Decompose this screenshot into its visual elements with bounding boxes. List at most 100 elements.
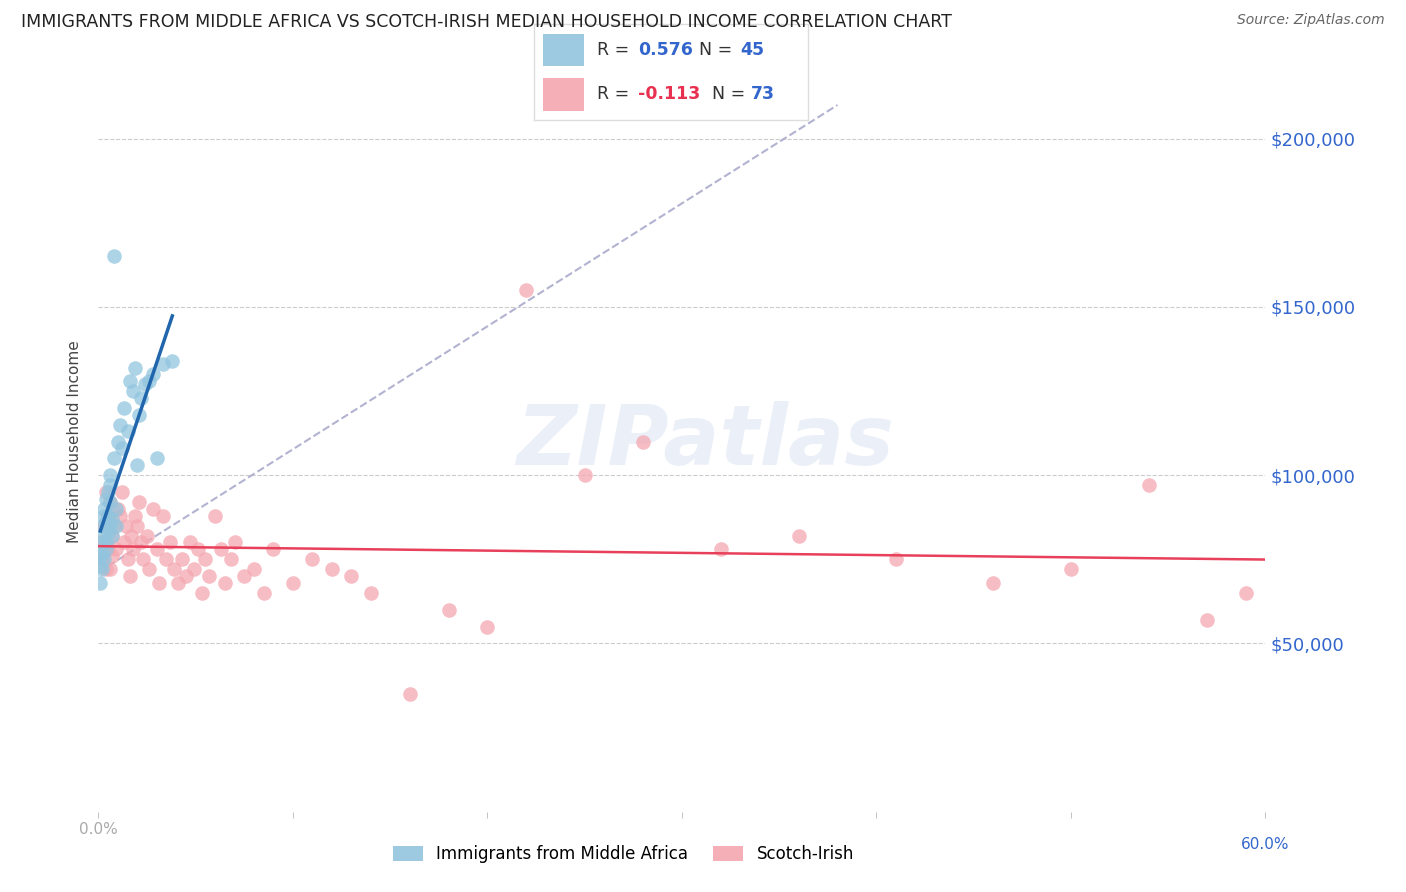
Point: [101, 549, 124, 563]
Point: [112, 401, 135, 415]
Point: [253, 586, 276, 600]
Point: [89, 549, 111, 563]
Point: [163, 562, 186, 576]
Point: [89, 535, 111, 549]
Point: [124, 360, 146, 375]
Point: [152, 508, 174, 523]
Point: [96, 535, 118, 549]
Point: [101, 529, 124, 543]
Point: [281, 575, 304, 590]
Text: -0.113: -0.113: [638, 86, 700, 103]
Point: [117, 552, 139, 566]
Point: [787, 529, 810, 543]
FancyBboxPatch shape: [543, 78, 583, 111]
Point: [194, 552, 217, 566]
Point: [103, 518, 125, 533]
Point: [107, 501, 129, 516]
Point: [98, 495, 121, 509]
Point: [204, 508, 226, 523]
Point: [93, 518, 115, 533]
Text: 73: 73: [751, 86, 775, 103]
Point: [91, 518, 114, 533]
Point: [108, 508, 131, 523]
Point: [398, 687, 420, 701]
Point: [127, 458, 149, 472]
Point: [146, 542, 169, 557]
Point: [104, 501, 127, 516]
Point: [97, 485, 120, 500]
Text: 60.0%: 60.0%: [1241, 837, 1289, 852]
Point: [93, 508, 115, 523]
Point: [118, 569, 141, 583]
Point: [103, 250, 125, 264]
Point: [136, 529, 159, 543]
Point: [98, 518, 121, 533]
Point: [162, 353, 184, 368]
Text: 45: 45: [740, 41, 763, 59]
Point: [1137, 478, 1160, 492]
Point: [91, 535, 114, 549]
Point: [107, 434, 129, 449]
Text: 0.576: 0.576: [638, 41, 693, 59]
Point: [98, 562, 121, 576]
Point: [174, 569, 197, 583]
Point: [146, 451, 169, 466]
Point: [93, 501, 115, 516]
Point: [170, 552, 193, 566]
Point: [93, 529, 115, 543]
Point: [128, 408, 150, 422]
Point: [981, 575, 1004, 590]
Point: [198, 569, 221, 583]
Point: [124, 508, 146, 523]
Point: [121, 529, 143, 543]
Point: [884, 552, 907, 566]
Point: [103, 451, 125, 466]
Point: [262, 542, 284, 557]
FancyBboxPatch shape: [543, 34, 583, 67]
Point: [122, 384, 145, 398]
Point: [179, 535, 201, 549]
Y-axis label: Median Household Income: Median Household Income: [67, 340, 83, 543]
Text: Source: ZipAtlas.com: Source: ZipAtlas.com: [1237, 13, 1385, 28]
Point: [97, 508, 120, 523]
Point: [98, 495, 121, 509]
Point: [209, 542, 232, 557]
Point: [138, 374, 160, 388]
Point: [91, 546, 114, 560]
Point: [129, 391, 152, 405]
Point: [437, 603, 460, 617]
Point: [97, 525, 120, 540]
Point: [111, 485, 134, 500]
Point: [128, 495, 150, 509]
Point: [97, 508, 120, 523]
Point: [321, 562, 343, 576]
Point: [96, 491, 118, 506]
Text: ZIPatlas: ZIPatlas: [516, 401, 894, 482]
Text: N =: N =: [713, 86, 751, 103]
Text: N =: N =: [699, 41, 738, 59]
Legend: Immigrants from Middle Africa, Scotch-Irish: Immigrants from Middle Africa, Scotch-Ir…: [387, 838, 860, 870]
Point: [631, 434, 654, 449]
Point: [142, 501, 165, 516]
Point: [152, 357, 174, 371]
Point: [183, 562, 205, 576]
Point: [233, 569, 256, 583]
Point: [89, 575, 111, 590]
Point: [190, 586, 212, 600]
Point: [301, 552, 323, 566]
Text: R =: R =: [598, 86, 636, 103]
Point: [98, 478, 121, 492]
Text: R =: R =: [598, 41, 636, 59]
Point: [111, 442, 134, 456]
Point: [91, 562, 114, 576]
Point: [134, 377, 156, 392]
Point: [477, 619, 499, 633]
Point: [101, 512, 124, 526]
Text: IMMIGRANTS FROM MIDDLE AFRICA VS SCOTCH-IRISH MEDIAN HOUSEHOLD INCOME CORRELATIO: IMMIGRANTS FROM MIDDLE AFRICA VS SCOTCH-…: [21, 13, 952, 31]
Point: [104, 542, 127, 557]
Point: [214, 575, 236, 590]
Point: [187, 542, 209, 557]
Point: [360, 586, 382, 600]
Point: [515, 283, 537, 297]
Point: [127, 518, 149, 533]
